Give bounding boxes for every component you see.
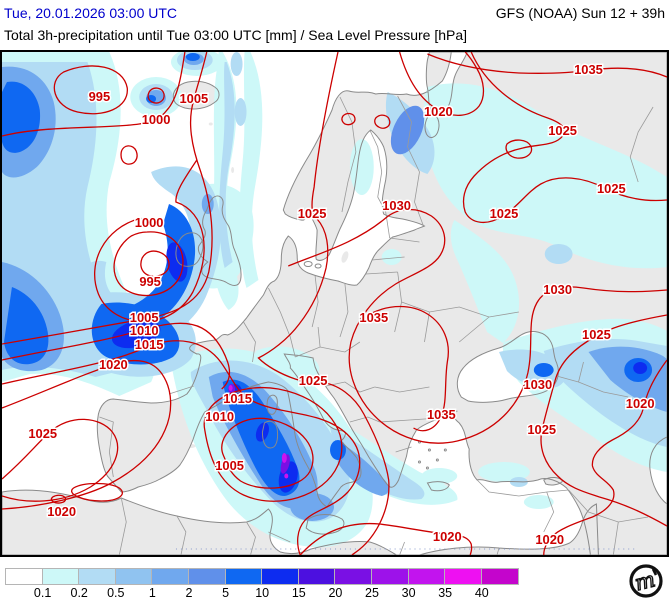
legend-value: 2	[185, 586, 193, 600]
legend-swatch	[78, 568, 117, 585]
isobar-value-label: 1025	[28, 426, 57, 441]
legend-swatch	[297, 568, 337, 585]
isobar-value-label: 1025	[299, 373, 328, 388]
legend-swatch	[334, 568, 373, 585]
isobar-value-label: 995	[139, 274, 161, 289]
chart-subtitle: Total 3h-precipitation until Tue 03:00 U…	[4, 27, 468, 43]
isobar-value-label: 1005	[215, 458, 244, 473]
isobar-value-label: 1020	[433, 529, 462, 544]
isobar-labels: 995 1005 1000 1000 995 1025 1020 1035 1025 1025 10…	[27, 60, 656, 548]
isobar-value-label: 1030	[543, 282, 572, 297]
legend-value: 25	[365, 586, 379, 600]
coastline-layer	[2, 52, 667, 555]
isobar-value-label: 1000	[135, 215, 164, 230]
isobar-value-label: 1025	[597, 181, 626, 196]
legend-value: 30	[401, 586, 416, 600]
legend-value: 10	[255, 586, 270, 600]
legend-swatch	[41, 568, 81, 585]
isobar-value-label: 1020	[99, 357, 128, 372]
legend-value: 0.2	[70, 586, 88, 600]
isobar-value-label: 1000	[142, 112, 171, 127]
isobar-value-label: 1025	[527, 422, 556, 437]
legend-swatch	[407, 568, 447, 585]
isobar-value-label: 1020	[424, 104, 453, 119]
isobar-value-label: 1015	[135, 337, 164, 352]
forecast-valid-time: Tue, 20.01.2026 03:00 UTC	[4, 5, 178, 21]
legend-swatch	[371, 568, 410, 585]
legend-swatch	[224, 568, 264, 585]
legend-value: 40	[474, 586, 489, 600]
isobar-value-label: 995	[89, 89, 111, 104]
isobar-value-label: 1020	[535, 532, 564, 547]
map-canvas: 995 1005 1000 1000 995 1025 1020 1035 1025 1025 10…	[2, 52, 667, 555]
legend-value: 5	[222, 586, 230, 600]
legend-value: 0.5	[107, 586, 125, 600]
legend-value: 1	[148, 586, 156, 600]
legend-value: 20	[328, 586, 343, 600]
isobar-value-label: 1025	[582, 327, 611, 342]
isobar-value-label: 1025	[490, 206, 519, 221]
isobar-value-label: 1025	[548, 123, 577, 138]
legend-swatch	[114, 568, 154, 585]
provider-logo: m	[627, 561, 665, 599]
isobar-value-label: 1020	[47, 504, 76, 519]
logo-icon: m	[629, 564, 663, 598]
legend-swatch	[444, 568, 483, 585]
header: Tue, 20.01.2026 03:00 UTC GFS (NOAA) Sun…	[0, 0, 669, 50]
legend-value: 15	[291, 586, 306, 600]
isobar-value-label: 1030	[382, 198, 411, 213]
isobar-value-label: 1035	[359, 310, 388, 325]
isobar-value-label: 1010	[205, 409, 234, 424]
legend-value: 35	[438, 586, 453, 600]
legend-swatch	[151, 568, 190, 585]
isobar-layer	[2, 52, 667, 555]
model-run-info: GFS (NOAA) Sun 12 + 39h	[495, 5, 665, 21]
isobar-value-label: 1005	[130, 310, 159, 325]
isobar-value-label: 1030	[523, 377, 552, 392]
isobar-value-label: 1010	[130, 323, 159, 338]
legend-swatch	[188, 568, 227, 585]
legend-value: 0.1	[33, 586, 52, 600]
legend-swatch	[480, 568, 520, 585]
weather-map: 995 1005 1000 1000 995 1025 1020 1035 1025 1025 10…	[0, 50, 669, 557]
legend-swatch	[261, 568, 300, 585]
isobar-value-label: 1005	[179, 91, 208, 106]
isobar-value-label: 1035	[427, 407, 456, 422]
country-borders-layer	[99, 95, 654, 555]
legend-swatch	[5, 568, 44, 585]
isobar-value-label: 1020	[626, 396, 655, 411]
isobar-value-label: 1035	[574, 62, 603, 77]
isobar-value-label: 1015	[223, 391, 252, 406]
isobar-value-label: 1025	[298, 206, 327, 221]
